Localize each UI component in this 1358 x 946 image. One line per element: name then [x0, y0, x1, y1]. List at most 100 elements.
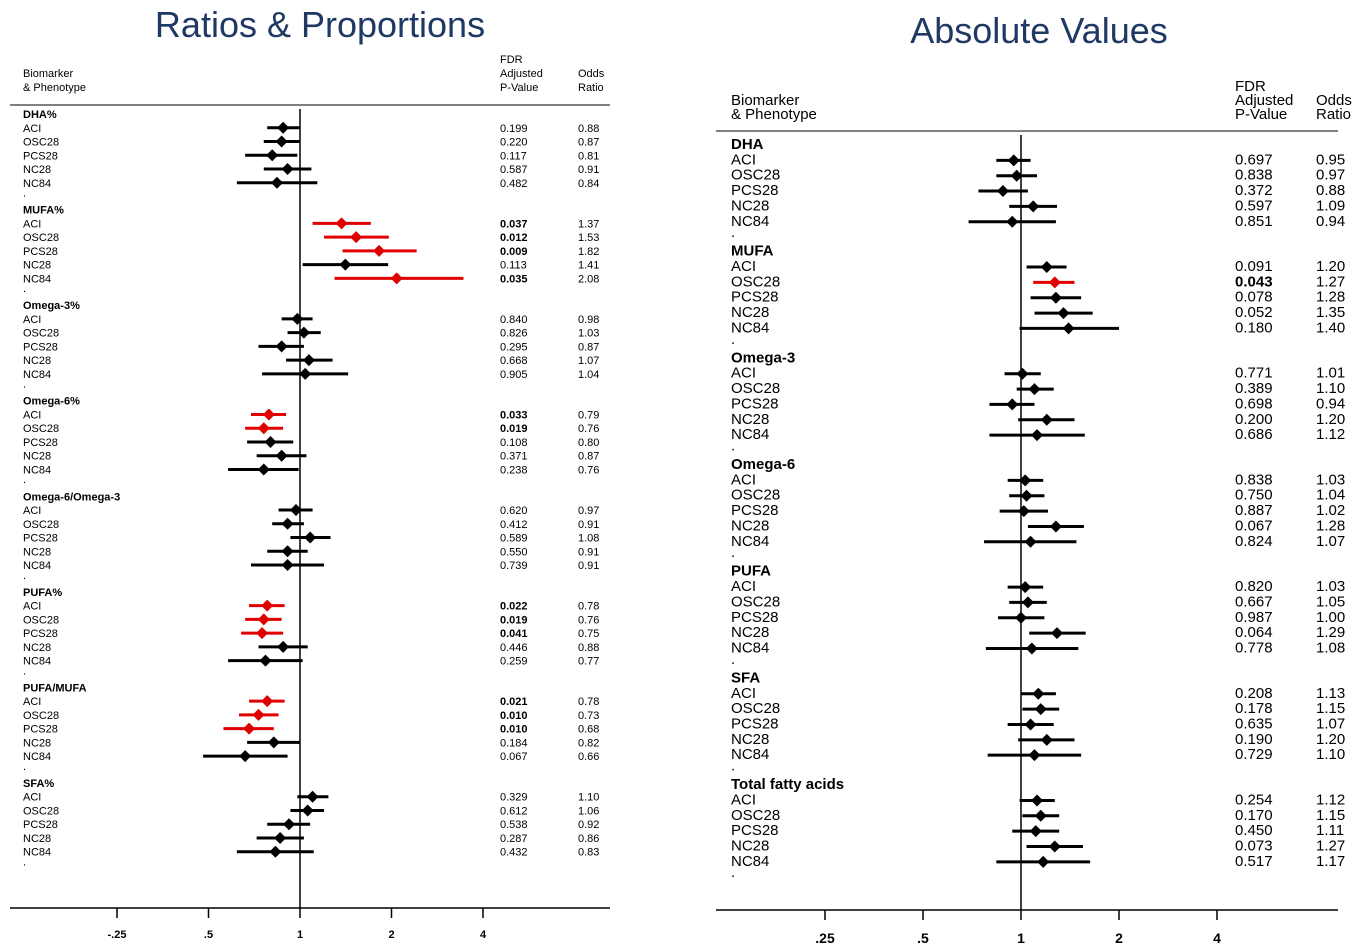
- ratios-pvalue: 0.019: [500, 614, 528, 626]
- absolute-odds-ratio: 1.09: [1316, 197, 1345, 214]
- absolute-point-estimate: [1031, 429, 1044, 442]
- ratios-group-label: Omega-6%: [23, 396, 80, 408]
- absolute-odds-ratio: 0.97: [1316, 167, 1345, 184]
- absolute-point-estimate: [1057, 307, 1070, 320]
- absolute-pvalue: 0.824: [1235, 533, 1273, 550]
- absolute-row-label: OSC28: [731, 700, 780, 717]
- ratios-row-label: PCS28: [23, 150, 58, 162]
- absolute-group-spacer: .: [731, 437, 735, 454]
- ratios-row-label: OSC28: [23, 805, 59, 817]
- ratios-row-label: NC84: [23, 369, 51, 381]
- ratios-odds-ratio: 0.79: [578, 409, 599, 421]
- ratios-group-spacer: .: [23, 665, 26, 677]
- ratios-pvalue: 0.012: [500, 232, 528, 244]
- absolute-row-label: ACI: [731, 365, 756, 382]
- ratios-point-estimate: [274, 831, 287, 844]
- ratios-pvalue: 0.021: [500, 696, 528, 708]
- absolute-odds-ratio: 1.10: [1316, 746, 1345, 763]
- ratios-point-estimate: [259, 654, 272, 667]
- ratios-point-estimate: [281, 517, 294, 530]
- ratios-odds-ratio: 2.08: [578, 273, 599, 285]
- absolute-header-pvalue: P-Value: [1235, 106, 1287, 123]
- ratios-row-label: OSC28: [23, 137, 59, 149]
- ratios-point-estimate: [282, 818, 295, 831]
- absolute-odds-ratio: 1.35: [1316, 304, 1345, 321]
- ratios-point-estimate: [269, 845, 282, 858]
- absolute-odds-ratio: 1.29: [1316, 624, 1345, 641]
- absolute-header-odds-ratio: Odds: [1316, 92, 1352, 109]
- absolute-row-label: PCS28: [731, 395, 779, 412]
- absolute-row-label: NC28: [731, 304, 769, 321]
- absolute-odds-ratio: 1.04: [1316, 487, 1345, 504]
- absolute-pvalue: 0.750: [1235, 487, 1273, 504]
- ratios-odds-ratio: 0.91: [578, 164, 599, 176]
- ratios-point-estimate: [275, 340, 288, 353]
- absolute-point-estimate: [1062, 322, 1075, 335]
- ratios-row-label: NC84: [23, 560, 51, 572]
- ratios-point-estimate: [275, 135, 288, 148]
- ratios-point-estimate: [335, 217, 348, 230]
- absolute-odds-ratio: 0.94: [1316, 395, 1345, 412]
- ratios-odds-ratio: 0.88: [578, 642, 599, 654]
- absolute-point-estimate: [1017, 505, 1030, 518]
- absolute-point-estimate: [1048, 840, 1061, 853]
- absolute-point-estimate: [1037, 855, 1050, 868]
- absolute-pvalue: 0.450: [1235, 822, 1273, 839]
- ratios-odds-ratio: 0.92: [578, 819, 599, 831]
- absolute-row-label: ACI: [731, 791, 756, 808]
- absolute-header-biomarker: & Phenotype: [731, 106, 817, 123]
- absolute-header-pvalue: FDR: [1235, 78, 1266, 95]
- absolute-point-estimate: [1031, 794, 1044, 807]
- absolute-point-estimate: [1032, 687, 1045, 700]
- absolute-point-estimate: [1006, 398, 1019, 411]
- ratios-group-label: Omega-6/Omega-3: [23, 491, 120, 503]
- ratios-point-estimate: [275, 449, 288, 462]
- absolute-point-estimate: [1049, 520, 1062, 533]
- ratios-pvalue: 0.184: [500, 737, 528, 749]
- absolute-odds-ratio: 1.40: [1316, 319, 1345, 336]
- ratios-row-label: NC28: [23, 355, 51, 367]
- absolute-odds-ratio: 1.07: [1316, 715, 1345, 732]
- absolute-x-tick-label: 2: [1115, 930, 1123, 946]
- absolute-row-label: NC84: [731, 426, 769, 443]
- ratios-point-estimate: [281, 163, 294, 175]
- absolute-pvalue: 0.686: [1235, 426, 1273, 443]
- ratios-group-spacer: .: [23, 856, 26, 868]
- ratios-row-label: ACI: [23, 314, 41, 326]
- ratios-row-label: NC28: [23, 451, 51, 463]
- ratios-odds-ratio: 1.03: [578, 328, 599, 340]
- absolute-pvalue: 0.887: [1235, 502, 1273, 519]
- ratios-odds-ratio: 1.37: [578, 218, 599, 230]
- ratios-pvalue: 0.538: [500, 819, 528, 831]
- ratios-odds-ratio: 0.82: [578, 737, 599, 749]
- absolute-point-estimate: [1040, 733, 1053, 746]
- absolute-pvalue: 0.190: [1235, 731, 1273, 748]
- ratios-pvalue: 0.905: [500, 369, 528, 381]
- ratios-row-label: NC28: [23, 833, 51, 845]
- absolute-row-label: OSC28: [731, 273, 780, 290]
- ratios-odds-ratio: 0.77: [578, 656, 599, 668]
- ratios-odds-ratio: 0.98: [578, 314, 599, 326]
- absolute-row-label: PCS28: [731, 289, 779, 306]
- ratios-point-estimate: [306, 790, 319, 803]
- absolute-pvalue: 0.597: [1235, 197, 1273, 214]
- absolute-row-label: OSC28: [731, 593, 780, 610]
- absolute-pvalue: 0.851: [1235, 213, 1273, 230]
- absolute-pvalue: 0.067: [1235, 517, 1273, 534]
- ratios-pvalue: 0.009: [500, 246, 528, 258]
- ratios-point-estimate: [239, 750, 252, 763]
- ratios-point-estimate: [299, 367, 312, 380]
- absolute-row-label: PCS28: [731, 715, 779, 732]
- ratios-point-estimate: [252, 708, 265, 721]
- ratios-x-tick-label: 4: [480, 929, 487, 941]
- absolute-odds-ratio: 0.94: [1316, 213, 1345, 230]
- absolute-odds-ratio: 1.05: [1316, 593, 1345, 610]
- ratios-group-spacer: .: [23, 761, 26, 773]
- ratios-odds-ratio: 0.97: [578, 505, 599, 517]
- ratios-row-label: PCS28: [23, 533, 58, 545]
- absolute-point-estimate: [1049, 291, 1062, 304]
- ratios-odds-ratio: 1.53: [578, 232, 599, 244]
- absolute-odds-ratio: 1.28: [1316, 289, 1345, 306]
- ratios-pvalue: 0.033: [500, 409, 528, 421]
